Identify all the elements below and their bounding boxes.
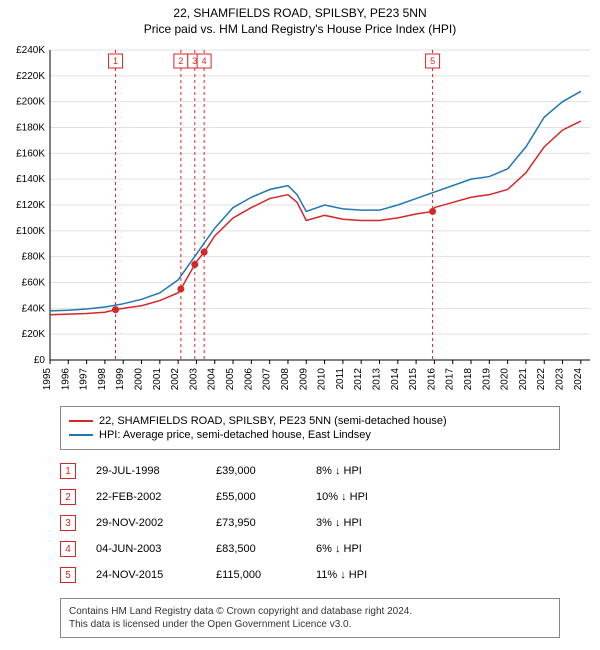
svg-text:£140K: £140K: [16, 174, 45, 185]
svg-text:£240K: £240K: [16, 45, 45, 56]
svg-text:2017: 2017: [445, 368, 456, 391]
svg-text:2022: 2022: [536, 368, 547, 391]
sales-table: 1 29-JUL-1998 £39,000 8% ↓ HPI 2 22-FEB-2002 £…: [60, 458, 560, 588]
legend-label-property: 22, SHAMFIELDS ROAD, SPILSBY, PE23 5NN (…: [99, 415, 447, 427]
sale-price: £39,000: [216, 465, 296, 477]
svg-text:2014: 2014: [390, 368, 401, 391]
svg-text:2016: 2016: [426, 368, 437, 391]
sale-date: 04-JUN-2003: [96, 543, 196, 555]
chart-title: 22, SHAMFIELDS ROAD, SPILSBY, PE23 5NN: [0, 0, 600, 20]
svg-text:£60K: £60K: [22, 278, 46, 289]
legend: 22, SHAMFIELDS ROAD, SPILSBY, PE23 5NN (…: [60, 406, 560, 450]
svg-text:2004: 2004: [207, 368, 218, 391]
sale-date: 29-JUL-1998: [96, 465, 196, 477]
sale-marker: 2: [60, 489, 76, 505]
svg-text:3: 3: [192, 56, 197, 66]
svg-text:4: 4: [202, 56, 207, 66]
footer-line1: Contains HM Land Registry data © Crown c…: [69, 605, 551, 618]
svg-text:1999: 1999: [115, 368, 126, 391]
sale-diff: 11% ↓ HPI: [316, 569, 416, 581]
svg-text:2001: 2001: [152, 368, 163, 391]
footer-line2: This data is licensed under the Open Gov…: [69, 618, 551, 631]
svg-text:£220K: £220K: [16, 71, 45, 82]
svg-text:2011: 2011: [335, 368, 346, 390]
legend-row-property: 22, SHAMFIELDS ROAD, SPILSBY, PE23 5NN (…: [69, 415, 551, 427]
sale-row: 3 29-NOV-2002 £73,950 3% ↓ HPI: [60, 510, 560, 536]
svg-text:1998: 1998: [97, 368, 108, 391]
svg-text:2007: 2007: [262, 368, 273, 391]
svg-text:£80K: £80K: [22, 252, 46, 263]
svg-text:2003: 2003: [188, 368, 199, 391]
chart-svg: £0 £20K £40K £60K £80K £100K £120K £140K £160K £1…: [0, 40, 600, 400]
sale-price: £55,000: [216, 491, 296, 503]
sale-row: 5 24-NOV-2015 £115,000 11% ↓ HPI: [60, 562, 560, 588]
sale-date: 24-NOV-2015: [96, 569, 196, 581]
sale-date: 29-NOV-2002: [96, 517, 196, 529]
svg-text:£180K: £180K: [16, 123, 45, 134]
svg-text:2024: 2024: [573, 368, 584, 391]
sale-row: 4 04-JUN-2003 £83,500 6% ↓ HPI: [60, 536, 560, 562]
svg-text:2015: 2015: [408, 368, 419, 391]
svg-text:2010: 2010: [317, 368, 328, 391]
svg-text:2020: 2020: [500, 368, 511, 391]
sale-marker: 3: [60, 515, 76, 531]
svg-text:£200K: £200K: [16, 97, 45, 108]
sale-price: £73,950: [216, 517, 296, 529]
svg-text:2009: 2009: [298, 368, 309, 391]
sale-date: 22-FEB-2002: [96, 491, 196, 503]
svg-text:2006: 2006: [243, 368, 254, 391]
svg-text:£100K: £100K: [16, 226, 45, 237]
legend-swatch-hpi: [69, 434, 93, 436]
legend-swatch-property: [69, 420, 93, 422]
svg-text:1995: 1995: [42, 368, 53, 391]
sale-row: 2 22-FEB-2002 £55,000 10% ↓ HPI: [60, 484, 560, 510]
svg-text:2002: 2002: [170, 368, 181, 391]
svg-text:2021: 2021: [518, 368, 529, 391]
sale-marker: 4: [60, 541, 76, 557]
svg-text:1997: 1997: [79, 368, 90, 391]
svg-text:£20K: £20K: [22, 329, 46, 340]
sale-row: 1 29-JUL-1998 £39,000 8% ↓ HPI: [60, 458, 560, 484]
sale-diff: 8% ↓ HPI: [316, 465, 416, 477]
svg-text:2: 2: [178, 56, 183, 66]
svg-text:1996: 1996: [60, 368, 71, 391]
sale-price: £83,500: [216, 543, 296, 555]
chart-subtitle: Price paid vs. HM Land Registry's House …: [0, 20, 600, 40]
svg-text:£160K: £160K: [16, 148, 45, 159]
svg-text:2018: 2018: [463, 368, 474, 391]
svg-text:2023: 2023: [555, 368, 566, 391]
legend-row-hpi: HPI: Average price, semi-detached house,…: [69, 429, 551, 441]
svg-text:5: 5: [430, 56, 435, 66]
footer: Contains HM Land Registry data © Crown c…: [60, 598, 560, 638]
svg-text:£0: £0: [34, 355, 46, 366]
legend-label-hpi: HPI: Average price, semi-detached house,…: [99, 429, 371, 441]
sale-marker: 1: [60, 463, 76, 479]
sale-diff: 6% ↓ HPI: [316, 543, 416, 555]
sale-marker: 5: [60, 567, 76, 583]
svg-text:2019: 2019: [481, 368, 492, 391]
chart-area: £0 £20K £40K £60K £80K £100K £120K £140K £160K £1…: [0, 40, 600, 400]
svg-text:2000: 2000: [134, 368, 145, 391]
svg-text:£120K: £120K: [16, 200, 45, 211]
svg-text:2005: 2005: [225, 368, 236, 391]
svg-text:1: 1: [113, 56, 118, 66]
sale-price: £115,000: [216, 569, 296, 581]
svg-text:2012: 2012: [353, 368, 364, 391]
sale-diff: 3% ↓ HPI: [316, 517, 416, 529]
sale-diff: 10% ↓ HPI: [316, 491, 416, 503]
svg-text:2008: 2008: [280, 368, 291, 391]
svg-text:2013: 2013: [371, 368, 382, 391]
svg-text:£40K: £40K: [22, 303, 46, 314]
